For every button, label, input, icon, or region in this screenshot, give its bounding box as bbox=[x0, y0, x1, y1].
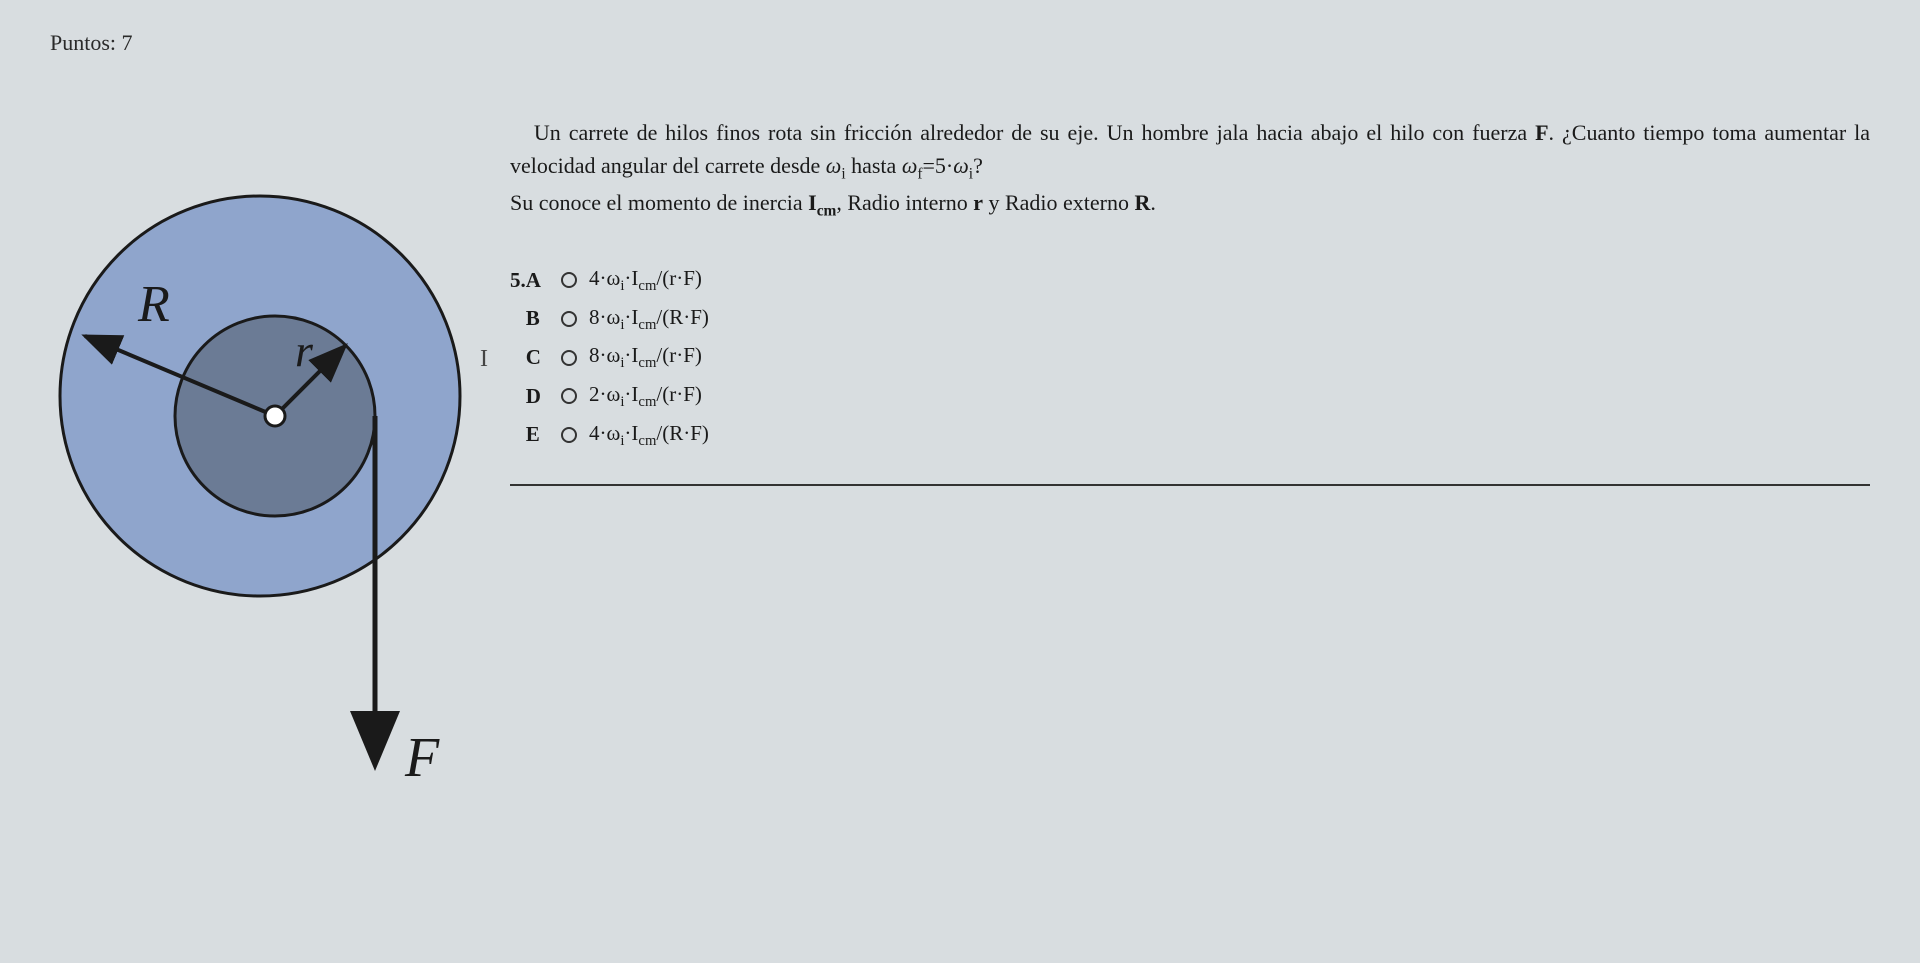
points-header: Puntos: 7 bbox=[50, 30, 1870, 56]
option-formula-c: 8·ωi·Icm/(r·F) bbox=[589, 339, 702, 376]
force-symbol: F bbox=[1535, 120, 1548, 145]
radio-e-icon[interactable] bbox=[561, 427, 577, 443]
r-symbol: r bbox=[973, 190, 983, 215]
equals-text: =5· bbox=[923, 153, 954, 178]
problem-text-6: y Radio externo bbox=[983, 190, 1135, 215]
label-F: F bbox=[404, 727, 440, 789]
option-letter-b: B bbox=[526, 306, 540, 330]
question-mark: ? bbox=[973, 153, 983, 178]
problem-text-5: , Radio interno bbox=[836, 190, 973, 215]
label-r: r bbox=[295, 325, 314, 376]
points-value: 7 bbox=[122, 30, 133, 55]
option-row-d[interactable]: D 2·ωi·Icm/(r·F) bbox=[510, 378, 1870, 415]
I-cm: I bbox=[808, 190, 817, 215]
radio-b-icon[interactable] bbox=[561, 311, 577, 327]
option-prefix-d: D bbox=[510, 380, 555, 414]
option-formula-a: 4·ωi·Icm/(r·F) bbox=[589, 262, 702, 299]
question-number: 5. bbox=[510, 268, 526, 292]
option-row-b[interactable]: B 8·ωi·Icm/(R·F) bbox=[510, 301, 1870, 338]
option-formula-b: 8·ωi·Icm/(R·F) bbox=[589, 301, 709, 338]
content-container: R r F I Un carrete de hilos finos rota s… bbox=[50, 106, 1870, 806]
option-letter-c: C bbox=[526, 345, 541, 369]
text-section: I Un carrete de hilos finos rota sin fri… bbox=[510, 106, 1870, 486]
option-formula-d: 2·ωi·Icm/(r·F) bbox=[589, 378, 702, 415]
problem-text-1: Un carrete de hilos finos rota sin fricc… bbox=[534, 120, 1535, 145]
option-row-a[interactable]: 5.A 4·ωi·Icm/(r·F) bbox=[510, 262, 1870, 299]
points-label: Puntos: bbox=[50, 30, 116, 55]
radio-c-icon[interactable] bbox=[561, 350, 577, 366]
I-cm-sub: cm bbox=[817, 202, 837, 219]
option-row-e[interactable]: E 4·ωi·Icm/(R·F) bbox=[510, 417, 1870, 454]
omega-i2: ω bbox=[953, 153, 969, 178]
option-prefix-a: 5.A bbox=[510, 264, 555, 298]
problem-statement: Un carrete de hilos finos rota sin fricc… bbox=[510, 116, 1870, 222]
R-symbol: R bbox=[1135, 190, 1151, 215]
problem-text-3: hasta bbox=[846, 153, 902, 178]
radio-a-icon[interactable] bbox=[561, 272, 577, 288]
option-formula-e: 4·ωi·Icm/(R·F) bbox=[589, 417, 709, 454]
period: . bbox=[1150, 190, 1156, 215]
diagram-svg: R r F bbox=[50, 106, 470, 806]
section-divider bbox=[510, 484, 1870, 486]
radio-d-icon[interactable] bbox=[561, 388, 577, 404]
spool-diagram: R r F bbox=[50, 106, 470, 806]
text-cursor-icon: I bbox=[480, 346, 488, 373]
option-row-c[interactable]: C 8·ωi·Icm/(r·F) bbox=[510, 339, 1870, 376]
label-R: R bbox=[137, 276, 170, 333]
omega-f: ω bbox=[902, 153, 918, 178]
option-letter-d: D bbox=[526, 384, 541, 408]
option-prefix-c: C bbox=[510, 341, 555, 375]
option-letter-a: A bbox=[526, 268, 541, 292]
center-dot bbox=[265, 406, 285, 426]
problem-text-4: Su conoce el momento de inercia bbox=[510, 190, 808, 215]
option-letter-e: E bbox=[526, 422, 540, 446]
option-prefix-b: B bbox=[510, 302, 555, 336]
option-prefix-e: E bbox=[510, 418, 555, 452]
omega-i: ω bbox=[826, 153, 842, 178]
options-list: 5.A 4·ωi·Icm/(r·F) B 8·ωi·Icm/(R·F) C 8·… bbox=[510, 262, 1870, 454]
